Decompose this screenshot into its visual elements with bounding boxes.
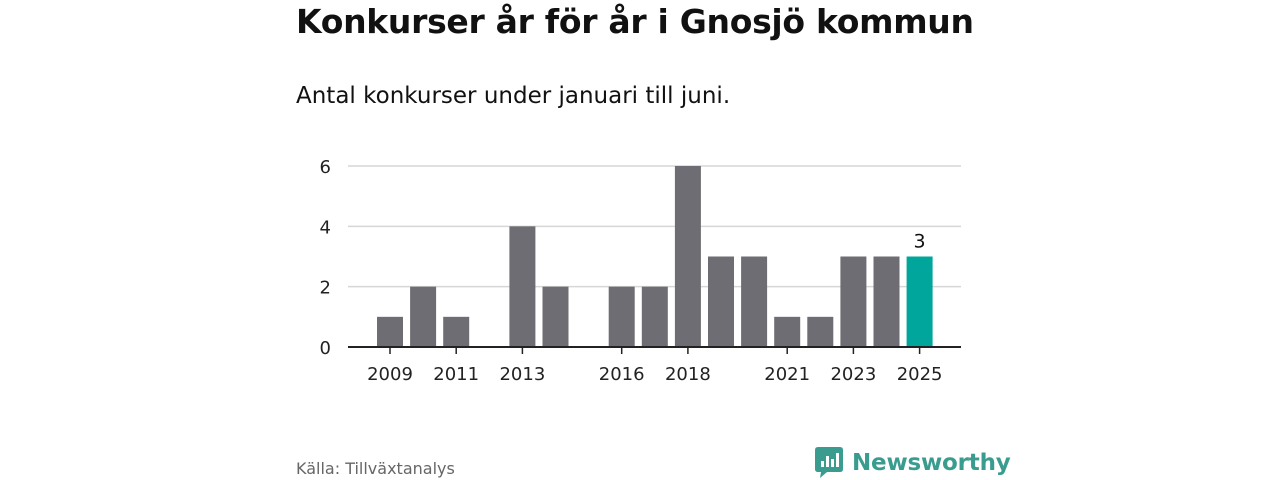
x-tick-label: 2011 xyxy=(433,364,479,385)
bar-2023 xyxy=(840,256,867,347)
x-tick-label: 2021 xyxy=(764,364,810,385)
brand-name: Newsworthy xyxy=(852,449,1011,476)
y-tick-label: 4 xyxy=(320,217,331,238)
x-tick-label: 2025 xyxy=(897,364,943,385)
bars xyxy=(377,166,933,347)
bar-2021 xyxy=(774,316,801,347)
bar-2014 xyxy=(542,286,569,347)
newsworthy-logo: Newsworthy xyxy=(815,447,1011,478)
axes xyxy=(348,346,961,354)
bar-2010 xyxy=(410,286,437,347)
x-tick-label: 2018 xyxy=(665,364,711,385)
labels: 0 2 4 6 2009 2011 2013 2016 2018 2021 2023 2025 3 xyxy=(320,157,943,385)
grid-lines xyxy=(348,165,961,288)
chart-subtitle: Antal konkurser under januari till juni. xyxy=(296,83,731,109)
bar-2018 xyxy=(674,166,701,347)
y-tick-label: 6 xyxy=(320,157,331,178)
y-tick-label: 0 xyxy=(320,338,331,359)
bar-2019 xyxy=(708,256,734,347)
source-note: Källa: Tillväxtanalys xyxy=(296,459,455,478)
newsworthy-chart-icon xyxy=(815,447,843,478)
data-label-2025: 3 xyxy=(914,231,926,253)
bar-2016 xyxy=(608,286,635,347)
x-tick-label: 2009 xyxy=(367,364,413,385)
bar-2022 xyxy=(807,316,834,347)
bar-2024 xyxy=(873,256,900,347)
y-tick-label: 2 xyxy=(320,278,331,299)
x-tick-label: 2013 xyxy=(499,364,545,385)
bar-2011 xyxy=(443,316,470,347)
bar-2009 xyxy=(377,316,403,347)
bar-2025 xyxy=(906,256,933,347)
x-tick-label: 2023 xyxy=(830,364,876,385)
bar-chart: 0 2 4 6 2009 2011 2013 2016 2018 2021 2023 2025 3 xyxy=(320,157,961,385)
chart-title: Konkurser år för år i Gnosjö kommun xyxy=(296,2,974,41)
x-tick-label: 2016 xyxy=(599,364,645,385)
bar-2013 xyxy=(509,226,536,347)
bar-2020 xyxy=(741,256,768,347)
bar-2017 xyxy=(641,286,668,347)
